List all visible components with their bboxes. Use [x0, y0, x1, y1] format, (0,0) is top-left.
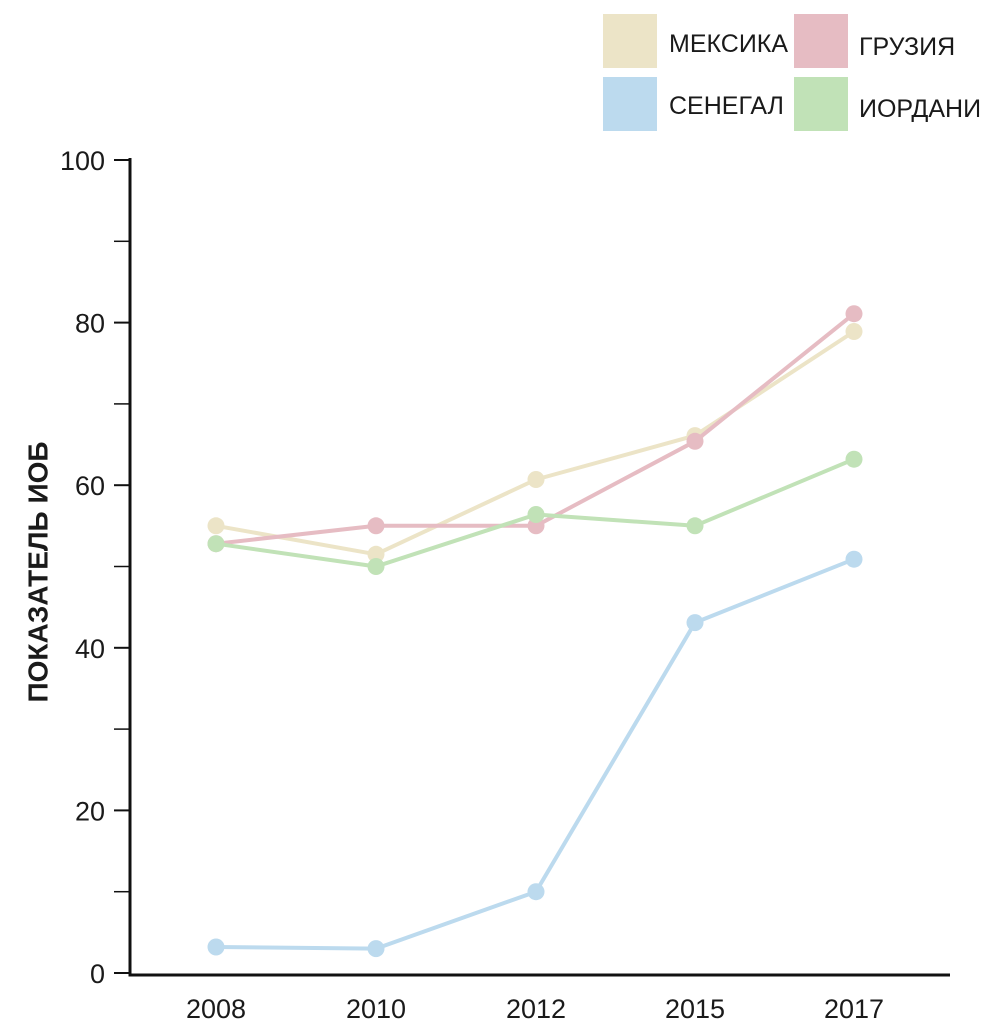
legend-swatch	[603, 14, 657, 68]
x-tick-label: 2010	[346, 994, 406, 1024]
legend-item: МЕКСИКА	[603, 14, 788, 68]
y-tick-label: 40	[75, 634, 105, 664]
data-point	[367, 545, 385, 563]
legend-label: МЕКСИКА	[669, 30, 788, 58]
series-4	[207, 450, 863, 575]
data-point	[845, 323, 863, 340]
legend-swatch	[794, 77, 848, 131]
data-point	[527, 471, 545, 488]
legend-label: ИОРДАНИЯ	[859, 95, 982, 123]
x-tick-label: 2012	[506, 994, 566, 1024]
data-point	[367, 558, 385, 575]
legend-swatch	[603, 77, 657, 131]
y-tick-label: 80	[75, 309, 105, 339]
data-point	[845, 550, 863, 568]
legend-item: ИОРДАНИЯ	[794, 77, 982, 131]
data-point	[686, 432, 704, 450]
data-point	[367, 517, 385, 535]
x-tick-label: 2017	[824, 994, 884, 1024]
data-point	[527, 506, 545, 523]
legend: МЕКСИКА ГРУЗИЯ СЕНЕГАЛ ИОРДАНИЯ	[603, 14, 982, 131]
series-3	[207, 550, 863, 958]
y-axis-title: ПОКАЗАТЕЛЬ ИОБ	[22, 442, 53, 703]
y-tick-label: 100	[60, 146, 105, 176]
data-point	[527, 883, 545, 901]
axes: ПОКАЗАТЕЛЬ ИОБ	[22, 158, 950, 977]
y-ticks: 0 20 40 60 80 100	[60, 146, 130, 989]
legend-label: СЕНЕГАЛ	[669, 92, 784, 120]
data-point	[207, 535, 225, 553]
data-point	[845, 305, 863, 323]
legend-item: СЕНЕГАЛ	[603, 77, 784, 131]
data-point	[686, 614, 704, 632]
data-point	[367, 940, 385, 958]
y-tick-label: 0	[90, 959, 105, 989]
x-tick-label: 2015	[665, 994, 725, 1024]
y-tick-label: 60	[75, 471, 105, 501]
x-ticks: 2008 2010 2012 2015 2017	[186, 994, 884, 1024]
x-tick-label: 2008	[186, 994, 246, 1024]
legend-item: ГРУЗИЯ	[794, 14, 955, 68]
legend-label: ГРУЗИЯ	[859, 33, 955, 61]
data-point	[207, 938, 225, 956]
data-point	[845, 450, 863, 468]
data-point	[207, 517, 225, 535]
legend-swatch	[794, 14, 848, 68]
y-tick-label: 20	[75, 796, 105, 826]
series	[207, 305, 863, 958]
data-point	[686, 517, 704, 535]
